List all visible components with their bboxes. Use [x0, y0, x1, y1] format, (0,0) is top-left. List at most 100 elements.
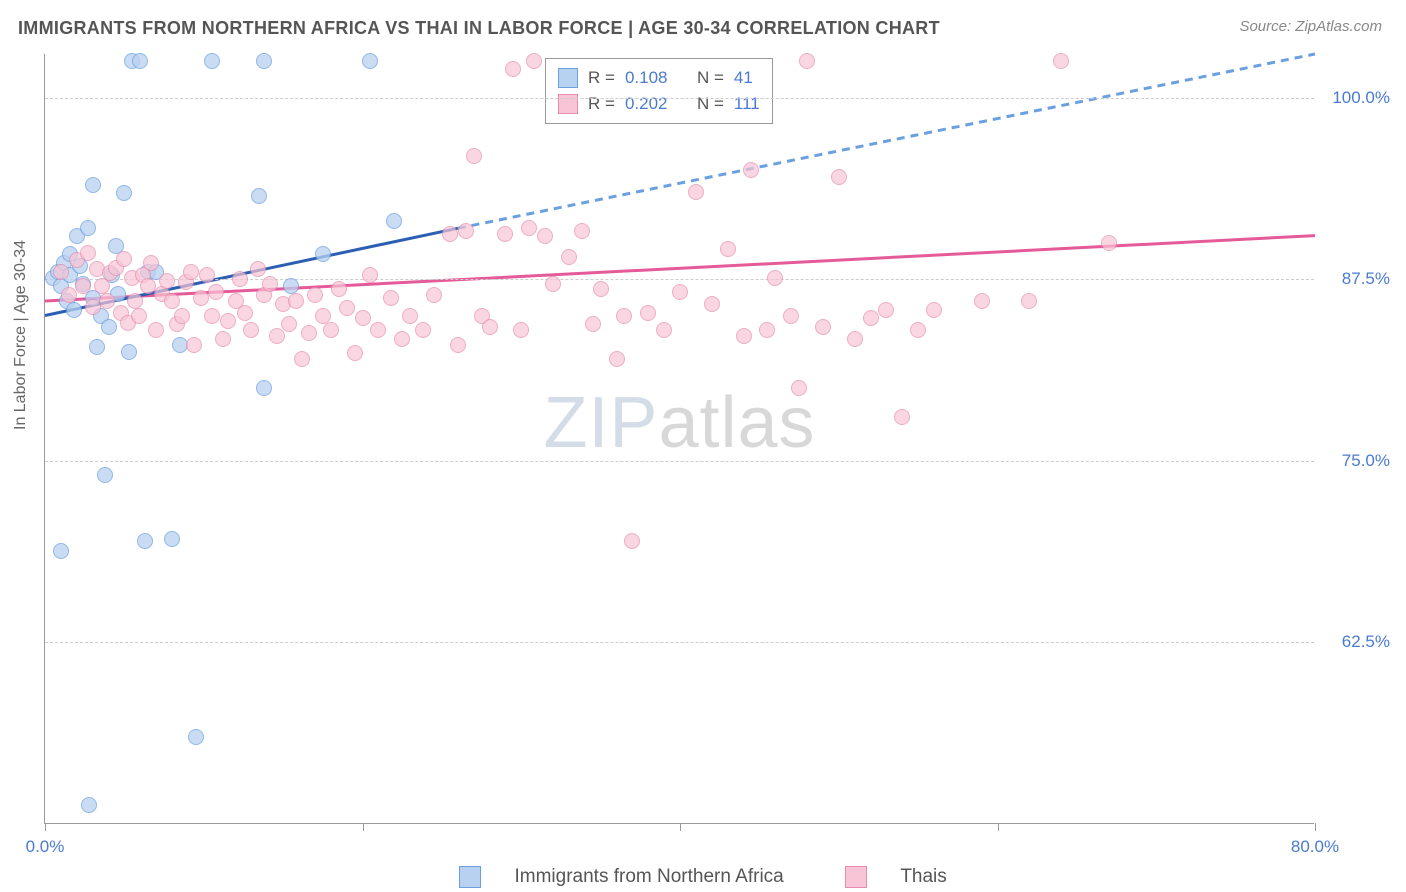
data-point	[458, 223, 474, 239]
legend-swatch-b	[845, 866, 867, 888]
data-point	[537, 228, 553, 244]
data-point	[251, 188, 267, 204]
regression-lines	[45, 54, 1314, 823]
y-tick-label: 87.5%	[1326, 269, 1390, 289]
data-point	[339, 300, 355, 316]
data-point	[847, 331, 863, 347]
data-point	[116, 185, 132, 201]
data-point	[482, 319, 498, 335]
data-point	[232, 271, 248, 287]
x-tick	[45, 823, 46, 831]
data-point	[315, 246, 331, 262]
watermark: ZIPatlas	[543, 382, 815, 464]
data-point	[593, 281, 609, 297]
data-point	[85, 177, 101, 193]
x-tick	[363, 823, 364, 831]
data-point	[585, 316, 601, 332]
data-point	[497, 226, 513, 242]
data-point	[281, 316, 297, 332]
data-point	[362, 267, 378, 283]
data-point	[347, 345, 363, 361]
data-point	[220, 313, 236, 329]
data-point	[66, 302, 82, 318]
data-point	[878, 302, 894, 318]
data-point	[383, 290, 399, 306]
data-point	[208, 284, 224, 300]
data-point	[791, 380, 807, 396]
data-point	[720, 241, 736, 257]
data-point	[561, 249, 577, 265]
data-point	[574, 223, 590, 239]
data-point	[609, 351, 625, 367]
data-point	[164, 531, 180, 547]
data-point	[256, 380, 272, 396]
data-point	[974, 293, 990, 309]
data-point	[1021, 293, 1037, 309]
data-point	[759, 322, 775, 338]
data-point	[1053, 53, 1069, 69]
data-point	[250, 261, 266, 277]
data-point	[442, 226, 458, 242]
data-point	[127, 293, 143, 309]
gridline-h	[45, 461, 1314, 462]
data-point	[521, 220, 537, 236]
data-point	[831, 169, 847, 185]
x-tick	[998, 823, 999, 831]
data-point	[288, 293, 304, 309]
legend-swatch-a	[459, 866, 481, 888]
data-point	[688, 184, 704, 200]
data-point	[148, 322, 164, 338]
data-point	[910, 322, 926, 338]
data-point	[174, 308, 190, 324]
data-point	[164, 293, 180, 309]
scatter-plot-area: ZIPatlas R = 0.108 N = 41 R = 0.202 N = …	[44, 54, 1314, 824]
data-point	[121, 344, 137, 360]
data-point	[81, 797, 97, 813]
data-point	[256, 53, 272, 69]
data-point	[143, 255, 159, 271]
source-attribution: Source: ZipAtlas.com	[1239, 18, 1382, 35]
data-point	[616, 308, 632, 324]
data-point	[505, 61, 521, 77]
data-point	[199, 267, 215, 283]
data-point	[131, 308, 147, 324]
gridline-h	[45, 98, 1314, 99]
data-point	[53, 543, 69, 559]
data-point	[767, 270, 783, 286]
data-point	[99, 293, 115, 309]
data-point	[294, 351, 310, 367]
data-point	[315, 308, 331, 324]
data-point	[526, 53, 542, 69]
stats-legend-row: R = 0.108 N = 41	[558, 65, 760, 91]
data-point	[362, 53, 378, 69]
y-tick-label: 100.0%	[1326, 88, 1390, 108]
x-tick	[1315, 823, 1316, 831]
data-point	[204, 308, 220, 324]
data-point	[815, 319, 831, 335]
data-point	[513, 322, 529, 338]
data-point	[656, 322, 672, 338]
data-point	[269, 328, 285, 344]
data-point	[159, 273, 175, 289]
data-point	[402, 308, 418, 324]
bottom-legend: Immigrants from Northern Africa Thais	[0, 866, 1406, 888]
data-point	[545, 276, 561, 292]
data-point	[1101, 235, 1117, 251]
legend-swatch	[558, 68, 578, 88]
data-point	[415, 322, 431, 338]
data-point	[426, 287, 442, 303]
data-point	[355, 310, 371, 326]
data-point	[61, 287, 77, 303]
data-point	[53, 264, 69, 280]
y-tick-label: 75.0%	[1326, 451, 1390, 471]
y-tick-label: 62.5%	[1326, 632, 1390, 652]
data-point	[323, 322, 339, 338]
data-point	[97, 467, 113, 483]
data-point	[450, 337, 466, 353]
data-point	[783, 308, 799, 324]
data-point	[89, 339, 105, 355]
chart-title: IMMIGRANTS FROM NORTHERN AFRICA VS THAI …	[18, 18, 940, 39]
y-axis-label: In Labor Force | Age 30-34	[12, 240, 30, 430]
data-point	[386, 213, 402, 229]
data-point	[301, 325, 317, 341]
